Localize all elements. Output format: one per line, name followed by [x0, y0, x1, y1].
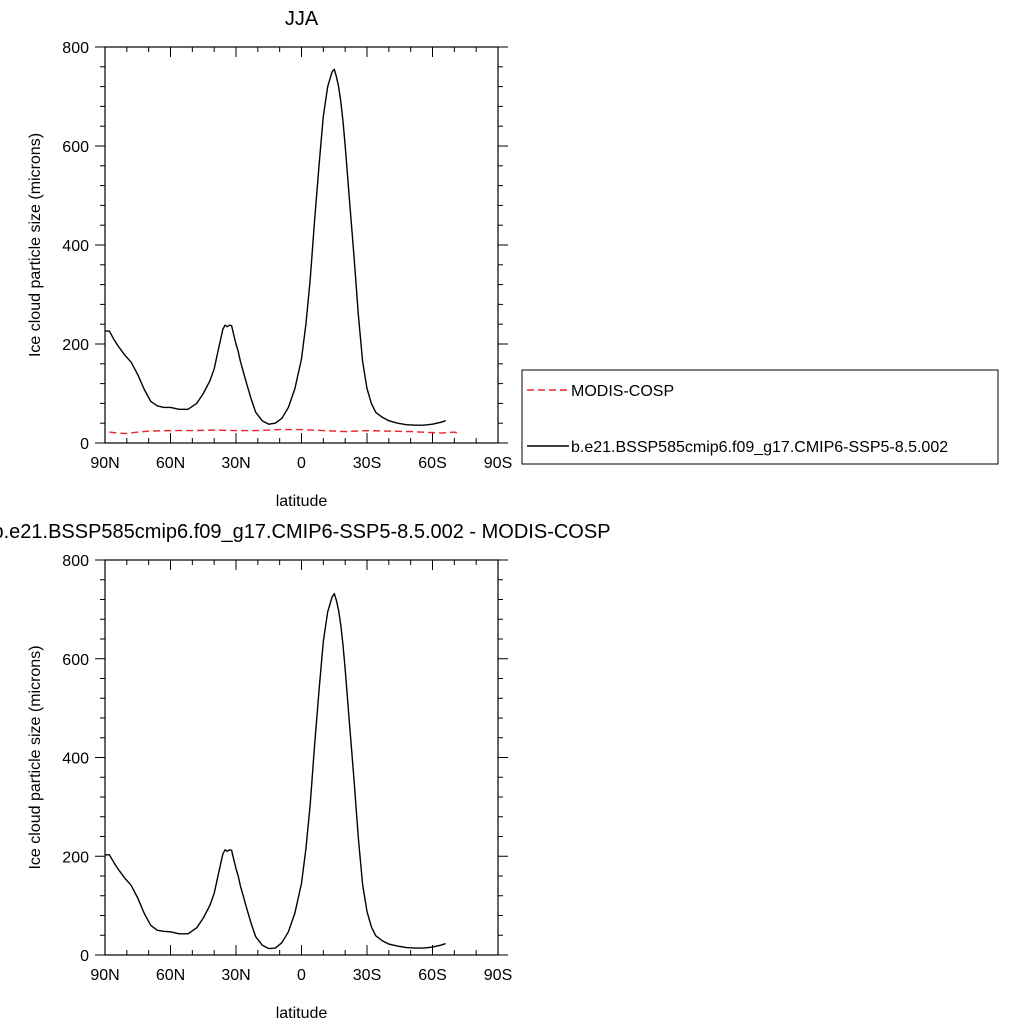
chart-title: JJA [285, 8, 319, 30]
x-tick-label: 90N [90, 455, 119, 472]
y-tick-label: 200 [62, 849, 89, 866]
x-tick-label: 0 [297, 967, 306, 984]
legend-label: b.e21.BSSP585cmip6.f09_g17.CMIP6-SSP5-8.… [571, 439, 948, 456]
series-line [109, 428, 459, 435]
x-tick-label: 90N [90, 967, 119, 984]
y-tick-label: 200 [62, 337, 89, 354]
x-tick-label: 30N [221, 967, 250, 984]
y-axis-label: Ice cloud particle size (microns) [27, 645, 44, 869]
y-tick-label: 600 [62, 652, 89, 669]
legend: MODIS-COSP b.e21.BSSP585cmip6.f09_g17.CMI… [521, 369, 999, 465]
x-tick-label: 30S [353, 967, 381, 984]
x-tick-label: 90S [484, 455, 512, 472]
y-tick-label: 0 [80, 948, 89, 965]
x-tick-label: 30N [221, 455, 250, 472]
y-tick-label: 400 [62, 238, 89, 255]
chart-title: b.e21.BSSP585cmip6.f09_g17.CMIP6-SSP5-8.… [0, 521, 611, 543]
x-tick-label: 0 [297, 455, 306, 472]
x-tick-label: 90S [484, 967, 512, 984]
x-tick-label: 60N [156, 455, 185, 472]
y-tick-label: 400 [62, 751, 89, 768]
x-tick-label: 60N [156, 967, 185, 984]
legend-box [521, 369, 999, 465]
series-line [105, 592, 446, 950]
x-tick-label: 30S [353, 455, 381, 472]
legend-label: MODIS-COSP [571, 383, 674, 400]
y-tick-label: 800 [62, 40, 89, 57]
top-panel: 90N 60N 30N 0 30S 60S 90S 0 200 400 600 800 latitude… [27, 8, 512, 510]
x-axis-label: latitude [276, 493, 328, 510]
series-line [105, 68, 446, 426]
plot-frame [104, 559, 499, 956]
y-axis-label: Ice cloud particle size (microns) [27, 133, 44, 357]
x-tick-label: 60S [418, 967, 446, 984]
x-axis-label: latitude [276, 1005, 328, 1022]
bottom-panel: 90N 60N 30N 0 30S 60S 90S 0 200 400 600 800 latitude… [0, 521, 611, 1022]
y-tick-label: 600 [62, 139, 89, 156]
plot-frame [104, 46, 499, 444]
y-tick-label: 800 [62, 553, 89, 570]
y-tick-label: 0 [80, 436, 89, 453]
x-tick-label: 60S [418, 455, 446, 472]
